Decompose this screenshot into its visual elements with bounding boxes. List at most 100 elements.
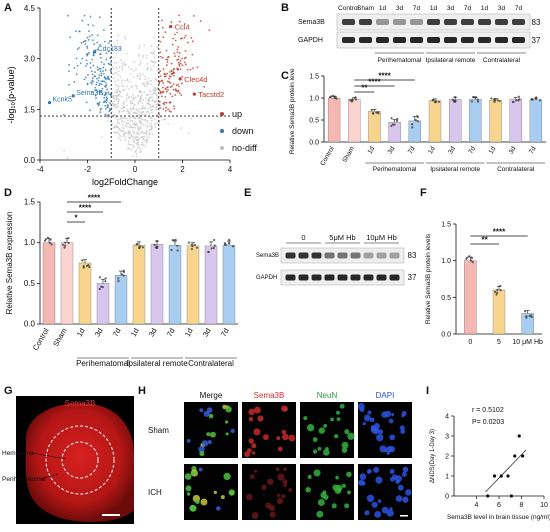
volcano-point — [169, 92, 172, 95]
regression-line — [485, 449, 527, 493]
y-tick-label: 4 — [445, 414, 449, 421]
volcano-point — [186, 41, 189, 44]
volcano-point — [174, 94, 177, 96]
data-point — [354, 98, 358, 101]
if-row-label: ICH — [148, 488, 162, 497]
if-cell-signal — [277, 473, 285, 481]
data-point — [49, 238, 52, 241]
volcano-point — [174, 55, 176, 58]
data-point — [538, 99, 542, 102]
volcano-point — [112, 56, 115, 59]
volcano-point — [127, 131, 130, 134]
category-label: Sham — [51, 327, 69, 348]
volcano-point — [89, 15, 92, 18]
condition-label: 10μM Hb — [366, 233, 397, 242]
data-point — [377, 112, 380, 115]
category-label: 5 — [497, 339, 501, 346]
volcano-point — [120, 107, 123, 110]
volcano-point — [93, 54, 95, 57]
volcano-point — [144, 75, 146, 78]
volcano-point — [113, 104, 116, 107]
volcano-point — [139, 72, 142, 75]
volcano-point — [135, 155, 138, 158]
volcano-point — [126, 85, 128, 88]
volcano-point — [118, 133, 121, 136]
category-label: 3d — [93, 327, 105, 339]
volcano-point — [99, 82, 101, 85]
volcano-point — [105, 58, 108, 61]
if-cell-signal — [347, 432, 355, 440]
if-cell-signal — [344, 503, 350, 509]
volcano-point — [117, 85, 120, 88]
if-cell-signal — [376, 434, 384, 442]
blot-band — [285, 274, 296, 281]
significance-label: ** — [482, 236, 489, 245]
volcano-point — [152, 52, 154, 55]
if-cell-signal — [369, 417, 375, 423]
data-point — [176, 244, 179, 247]
volcano-point — [97, 104, 100, 107]
bar — [222, 244, 236, 325]
volcano-point — [116, 39, 118, 42]
panel-label-c: C — [281, 70, 289, 82]
volcano-point — [175, 84, 178, 87]
blot-band — [285, 252, 296, 259]
volcano-point — [170, 75, 172, 78]
volcano-point — [86, 54, 89, 57]
volcano-point — [145, 54, 148, 56]
volcano-point — [135, 112, 138, 115]
volcano-point — [116, 92, 118, 94]
volcano-point — [134, 151, 136, 153]
volcano-point — [138, 133, 141, 135]
scatter-point — [513, 454, 517, 458]
volcano-point — [142, 99, 145, 101]
blot-band — [376, 274, 387, 281]
volcano-point — [143, 143, 145, 146]
volcano-point — [180, 127, 182, 130]
chart-ylabel: Relative Sema3B protein levels — [425, 233, 432, 324]
volcano-point — [86, 62, 89, 65]
volcano-point — [96, 90, 99, 93]
volcano-point — [132, 69, 135, 72]
volcano-point — [149, 106, 152, 108]
data-point — [67, 237, 70, 240]
volcano-point — [165, 49, 168, 52]
volcano-point — [140, 94, 143, 96]
if-cell-signal — [269, 505, 276, 512]
volcano-point — [132, 137, 135, 140]
volcano-point — [152, 92, 155, 95]
volcano-point — [147, 100, 149, 103]
volcano-point — [180, 94, 183, 97]
if-cell-signal — [282, 479, 288, 485]
volcano-point — [146, 133, 148, 136]
volcano-point — [104, 77, 107, 79]
data-point — [490, 97, 493, 100]
y-tick-label: 4.5 — [24, 4, 36, 13]
if-cell-signal — [391, 413, 395, 417]
volcano-point — [110, 113, 113, 116]
volcano-point — [147, 94, 150, 96]
volcano-point — [143, 91, 146, 94]
volcano-point — [98, 92, 101, 94]
volcano-point — [208, 29, 211, 32]
volcano-point — [161, 19, 163, 22]
significance-label: **** — [88, 194, 101, 203]
data-point — [372, 112, 375, 115]
data-point — [437, 100, 441, 103]
volcano-point — [68, 83, 70, 86]
volcano-point — [106, 77, 109, 80]
volcano-point — [111, 122, 114, 125]
if-cell-signal — [195, 499, 200, 505]
volcano-point — [69, 36, 72, 39]
volcano-point — [123, 35, 126, 38]
volcano-point — [173, 72, 176, 74]
data-point — [104, 280, 107, 283]
data-point — [396, 117, 399, 121]
category-label: 1d — [129, 327, 141, 339]
data-point — [101, 286, 104, 289]
if-cell-signal — [265, 502, 272, 509]
volcano-point — [131, 126, 134, 129]
volcano-point — [97, 79, 100, 82]
volcano-point — [93, 43, 96, 46]
volcano-point — [147, 107, 150, 110]
